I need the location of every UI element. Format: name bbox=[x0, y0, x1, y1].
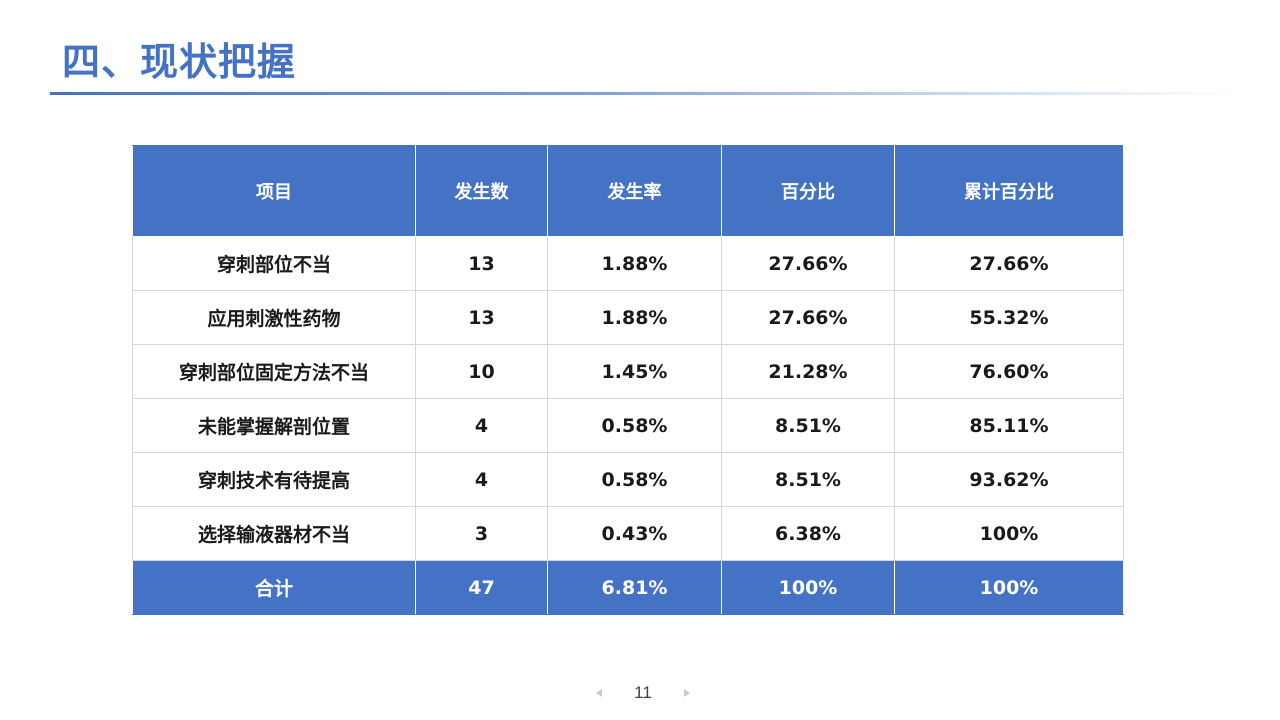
cell-cumulative: 93.62% bbox=[894, 452, 1124, 507]
cell-percent: 27.66% bbox=[721, 290, 895, 345]
cell-percent: 8.51% bbox=[721, 452, 895, 507]
cell-rate: 0.58% bbox=[547, 398, 722, 453]
cell-rate: 1.88% bbox=[547, 290, 722, 345]
total-rate: 6.81% bbox=[547, 560, 722, 615]
cell-count: 4 bbox=[415, 398, 548, 453]
table-header-row: 项目 发生数 发生率 百分比 累计百分比 bbox=[132, 145, 1124, 237]
total-count: 47 bbox=[415, 560, 548, 615]
header-percent: 百分比 bbox=[721, 145, 895, 237]
triangle-right-icon[interactable] bbox=[684, 689, 690, 697]
cell-percent: 8.51% bbox=[721, 398, 895, 453]
table-row: 穿刺部位不当 13 1.88% 27.66% 27.66% bbox=[132, 236, 1124, 291]
table-row: 穿刺部位固定方法不当 10 1.45% 21.28% 76.60% bbox=[132, 344, 1124, 399]
title-underline bbox=[50, 92, 1240, 95]
total-cumulative: 100% bbox=[894, 560, 1124, 615]
total-label: 合计 bbox=[132, 560, 416, 615]
triangle-left-icon[interactable] bbox=[596, 689, 602, 697]
cell-item: 穿刺部位不当 bbox=[132, 236, 416, 291]
cell-rate: 0.43% bbox=[547, 506, 722, 561]
page-number: 11 bbox=[634, 683, 652, 702]
header-cumulative-percent: 累计百分比 bbox=[894, 145, 1124, 237]
cell-cumulative: 85.11% bbox=[894, 398, 1124, 453]
cell-count: 3 bbox=[415, 506, 548, 561]
cell-count: 4 bbox=[415, 452, 548, 507]
cell-count: 13 bbox=[415, 236, 548, 291]
cell-percent: 21.28% bbox=[721, 344, 895, 399]
table-row: 穿刺技术有待提高 4 0.58% 8.51% 93.62% bbox=[132, 452, 1124, 507]
cell-count: 13 bbox=[415, 290, 548, 345]
cell-item: 选择输液器材不当 bbox=[132, 506, 416, 561]
header-item: 项目 bbox=[132, 145, 416, 237]
status-table: 项目 发生数 发生率 百分比 累计百分比 穿刺部位不当 13 1.88% 27.… bbox=[132, 145, 1124, 615]
cell-count: 10 bbox=[415, 344, 548, 399]
cell-item: 应用刺激性药物 bbox=[132, 290, 416, 345]
total-percent: 100% bbox=[721, 560, 895, 615]
cell-cumulative: 55.32% bbox=[894, 290, 1124, 345]
cell-item: 穿刺部位固定方法不当 bbox=[132, 344, 416, 399]
cell-rate: 1.88% bbox=[547, 236, 722, 291]
table-row: 应用刺激性药物 13 1.88% 27.66% 55.32% bbox=[132, 290, 1124, 345]
cell-cumulative: 100% bbox=[894, 506, 1124, 561]
table-row: 选择输液器材不当 3 0.43% 6.38% 100% bbox=[132, 506, 1124, 561]
cell-item: 未能掌握解剖位置 bbox=[132, 398, 416, 453]
table-total-row: 合计 47 6.81% 100% 100% bbox=[132, 560, 1124, 615]
cell-rate: 0.58% bbox=[547, 452, 722, 507]
header-rate: 发生率 bbox=[547, 145, 722, 237]
cell-percent: 27.66% bbox=[721, 236, 895, 291]
cell-percent: 6.38% bbox=[721, 506, 895, 561]
table-row: 未能掌握解剖位置 4 0.58% 8.51% 85.11% bbox=[132, 398, 1124, 453]
cell-cumulative: 76.60% bbox=[894, 344, 1124, 399]
page-navigator: 11 bbox=[596, 680, 690, 706]
page-title: 四、现状把握 bbox=[62, 40, 297, 84]
cell-item: 穿刺技术有待提高 bbox=[132, 452, 416, 507]
header-count: 发生数 bbox=[415, 145, 548, 237]
cell-rate: 1.45% bbox=[547, 344, 722, 399]
cell-cumulative: 27.66% bbox=[894, 236, 1124, 291]
